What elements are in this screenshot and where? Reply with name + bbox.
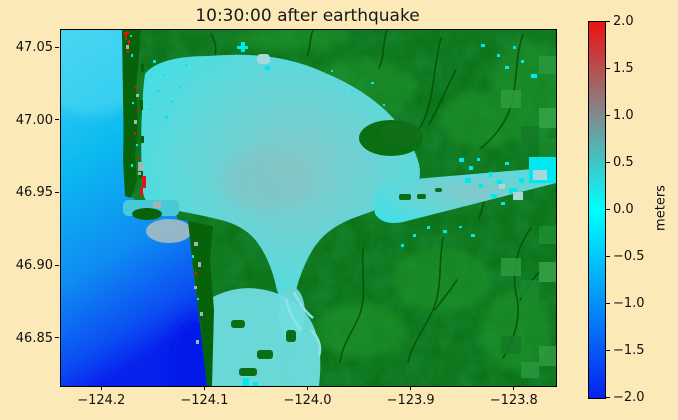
colorbar-tick-label: −1.5 [613,343,645,358]
colorbar-tick-mark [606,255,610,257]
x-tick-mark [513,386,515,390]
colorbar-tick-mark [606,114,610,116]
x-tick-mark [410,386,412,390]
x-tick-mark [307,386,308,390]
coarse-grid-cells [501,56,556,378]
colorbar-tick-mark [606,67,610,69]
colorbar-tick-label: 0.5 [613,155,634,170]
y-tick-label: 47.05 [15,40,53,56]
estuary-channel [373,167,556,223]
x-tick-mark [100,386,102,390]
x-tick-label: −123.9 [386,393,435,408]
colorbar-tick-label: 0.0 [613,202,634,217]
colorbar-tick-label: 1.0 [613,108,634,123]
x-tick-label: −124.2 [77,393,126,408]
y-tick-mark [55,119,59,121]
colorbar-tick-label: −2.0 [613,390,645,405]
colorbar-tick-mark [606,349,610,351]
colorbar [588,21,606,399]
colorbar-tick-mark [606,161,610,163]
colorbar-tick-mark [606,396,610,398]
plot-title: 10:30:00 after earthquake [195,6,420,26]
x-tick-label: −124.1 [180,393,229,408]
colorbar-tick-mark [606,20,610,22]
y-tick-mark [55,46,59,48]
bay-region [123,54,556,339]
y-tick-mark [55,337,59,339]
south-bay-region [211,288,322,386]
colorbar-tick-label: 1.5 [613,61,634,76]
south-spit [188,221,214,386]
north-spit [122,30,162,220]
shallow-flood-patches [257,54,547,200]
map-plot-area [60,29,557,387]
estuary-islets [399,188,442,200]
x-tick-mark [203,386,205,390]
y-tick-label: 47.00 [15,112,53,128]
x-tick-label: −123.8 [489,393,538,408]
x-tick-label: −124.0 [283,393,332,408]
colorbar-tick-label: −0.5 [613,249,645,264]
tsunami-map [61,30,556,386]
colorbar-tick-label: −1.0 [613,296,645,311]
y-tick-label: 46.95 [15,185,53,201]
y-tick-mark [55,191,59,193]
high-water-speckles [124,31,203,344]
colorbar-tick-label: 2.0 [613,14,634,29]
y-tick-label: 46.90 [15,258,53,274]
colorbar-tick-mark [606,302,610,304]
y-tick-label: 46.85 [15,330,53,346]
y-tick-mark [55,264,59,266]
colorbar-tick-mark [606,208,610,210]
